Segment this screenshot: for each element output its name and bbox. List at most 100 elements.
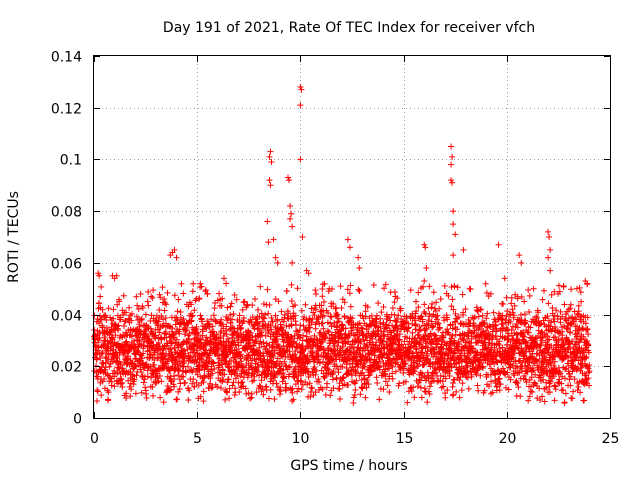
data-point	[473, 371, 480, 378]
data-point	[475, 313, 482, 320]
data-point	[477, 372, 484, 379]
data-point	[373, 374, 380, 381]
data-point	[584, 314, 591, 321]
data-point	[496, 375, 503, 382]
data-point	[114, 369, 121, 376]
data-point	[452, 318, 459, 325]
data-point	[205, 320, 212, 327]
data-point	[575, 302, 582, 309]
data-point	[504, 308, 511, 315]
data-point	[331, 337, 338, 344]
data-point	[575, 339, 582, 346]
data-point	[567, 382, 574, 389]
data-point	[296, 327, 303, 334]
data-point	[483, 289, 490, 296]
data-point	[449, 332, 456, 339]
data-point	[96, 335, 103, 342]
data-point	[368, 312, 375, 319]
data-point	[195, 363, 202, 370]
data-point	[299, 337, 306, 344]
data-point	[503, 324, 510, 331]
data-point	[264, 286, 271, 293]
data-point	[517, 393, 524, 400]
data-point	[310, 309, 317, 316]
data-point	[243, 302, 250, 309]
data-point	[387, 317, 394, 324]
data-point	[283, 384, 290, 391]
data-point	[94, 387, 101, 394]
data-point	[344, 357, 351, 364]
data-point	[359, 325, 366, 332]
data-point	[436, 325, 443, 332]
data-point	[152, 326, 159, 333]
data-point	[481, 387, 488, 394]
data-point	[255, 306, 262, 313]
data-point	[123, 338, 130, 345]
data-point	[420, 362, 427, 369]
data-point	[486, 383, 493, 390]
data-point	[429, 300, 436, 307]
data-point	[171, 373, 178, 380]
data-point	[585, 349, 592, 356]
data-point	[219, 295, 226, 302]
data-point	[357, 344, 364, 351]
data-point	[226, 395, 233, 402]
data-point	[404, 325, 411, 332]
data-point	[324, 327, 331, 334]
data-point	[147, 351, 154, 358]
data-point-spike	[412, 298, 419, 305]
data-point	[193, 347, 200, 354]
data-point	[376, 366, 383, 373]
data-point	[116, 298, 123, 305]
data-point	[551, 318, 558, 325]
data-point	[351, 392, 358, 399]
data-point	[352, 380, 359, 387]
data-point	[311, 332, 318, 339]
data-point	[225, 376, 232, 383]
data-point	[458, 387, 465, 394]
data-point	[197, 335, 204, 342]
data-point	[532, 356, 539, 363]
data-point	[117, 361, 124, 368]
data-point	[278, 308, 285, 315]
data-point	[200, 388, 207, 395]
data-point	[585, 375, 592, 382]
data-point	[417, 377, 424, 384]
data-point	[557, 370, 564, 377]
data-point	[297, 377, 304, 384]
data-point	[536, 385, 543, 392]
data-point	[455, 314, 462, 321]
data-point	[537, 321, 544, 328]
data-point	[404, 328, 411, 335]
data-point	[265, 310, 272, 317]
data-point	[208, 363, 215, 370]
data-point	[433, 341, 440, 348]
data-point	[561, 399, 568, 406]
data-point	[283, 288, 290, 295]
data-point	[348, 317, 355, 324]
data-point	[449, 383, 456, 390]
data-point	[410, 359, 417, 366]
data-point	[567, 373, 574, 380]
data-point	[471, 329, 478, 336]
data-point	[553, 342, 560, 349]
data-point-spike	[161, 296, 168, 303]
data-point	[186, 330, 193, 337]
data-point	[318, 320, 325, 327]
data-point	[107, 375, 114, 382]
data-point	[269, 331, 276, 338]
data-point	[173, 336, 180, 343]
data-point	[417, 326, 424, 333]
data-point	[465, 355, 472, 362]
data-point	[362, 334, 369, 341]
data-point	[360, 352, 367, 359]
data-point	[344, 286, 351, 293]
data-point	[313, 291, 320, 298]
data-point	[586, 361, 593, 368]
x-tick-label: 0	[90, 431, 99, 447]
data-point-spike	[171, 246, 178, 253]
data-point	[295, 385, 302, 392]
data-point	[313, 368, 320, 375]
data-point	[450, 306, 457, 313]
data-point	[108, 382, 115, 389]
